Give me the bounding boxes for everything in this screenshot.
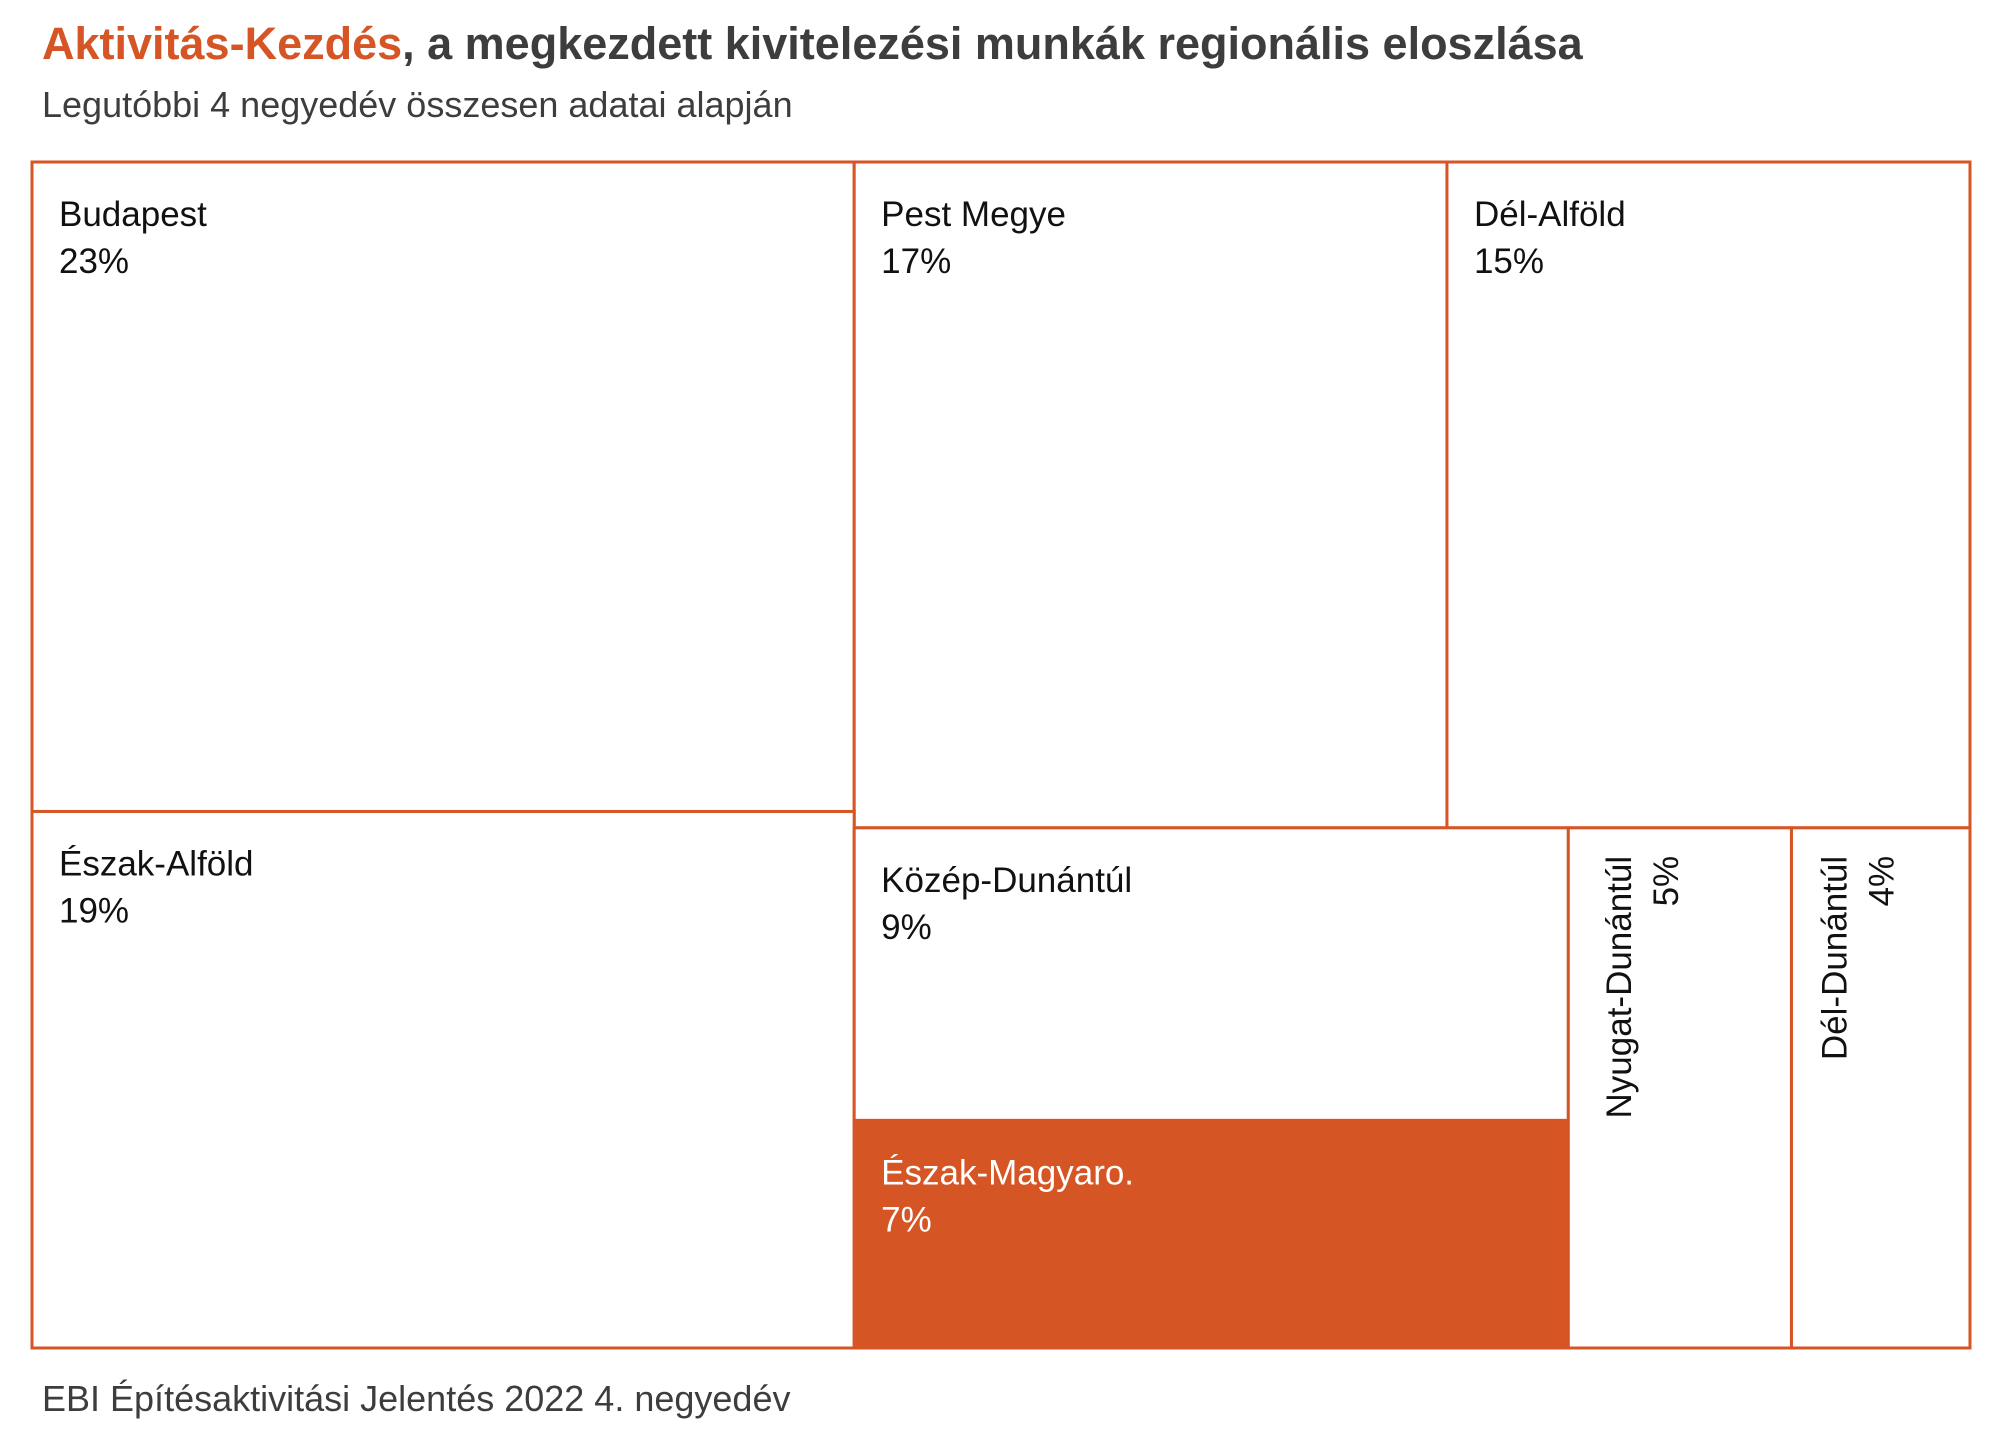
cell-value-pest-megye: 17%: [881, 242, 951, 281]
cell-value-nyugat-dunantul: 5%: [1647, 856, 1686, 907]
cell-value-eszak-alfold: 19%: [59, 891, 129, 930]
chart-title: Aktivitás-Kezdés, a megkezdett kivitelez…: [42, 18, 1583, 70]
treemap-cell-del-dunantul: [1789, 826, 1972, 1350]
cell-value-del-dunantul: 4%: [1863, 856, 1902, 907]
source-note: EBI Építésaktivitási Jelentés 2022 4. ne…: [42, 1378, 791, 1419]
cell-label-del-dunantul: Dél-Dunántúl: [1816, 856, 1855, 1060]
cell-value-kozep-dunantul: 9%: [881, 908, 932, 947]
treemap-cell-del-alfold: [1445, 160, 1972, 830]
cell-label-kozep-dunantul: Közép-Dunántúl: [881, 861, 1132, 900]
cell-label-del-alfold: Dél-Alföld: [1474, 195, 1626, 234]
treemap-cell-eszak-alfold: [30, 809, 856, 1350]
cell-label-nyugat-dunantul: Nyugat-Dunántúl: [1600, 856, 1639, 1119]
cell-label-eszak-alfold: Észak-Alföld: [59, 844, 254, 883]
chart-title-rest: , a megkezdett kivitelezési munkák regio…: [402, 18, 1583, 69]
treemap-cell-nyugat-dunantul: [1566, 826, 1793, 1350]
cell-label-budapest: Budapest: [59, 195, 207, 234]
cell-value-budapest: 23%: [59, 242, 129, 281]
cell-label-pest-megye: Pest Megye: [881, 195, 1066, 234]
chart-subtitle: Legutóbbi 4 negyedév összesen adatai ala…: [42, 84, 793, 125]
chart-title-highlight: Aktivitás-Kezdés: [42, 18, 403, 69]
cell-value-eszak-magyaro: 7%: [881, 1200, 932, 1239]
cell-label-eszak-magyaro: Észak-Magyaro.: [881, 1153, 1134, 1192]
cell-value-del-alfold: 15%: [1474, 242, 1544, 281]
treemap-cell-budapest: [30, 160, 856, 813]
treemap-cell-eszak-magyaro: [852, 1118, 1570, 1350]
